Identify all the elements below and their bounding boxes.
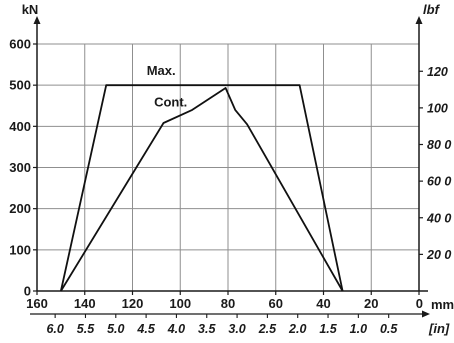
y2-tick-label: 60 0 bbox=[427, 175, 451, 189]
y-tick-label: 400 bbox=[9, 119, 31, 134]
y2-axis-unit: lbf bbox=[423, 2, 441, 17]
x-tick-label: 60 bbox=[269, 296, 283, 311]
x-tick-label: 160 bbox=[26, 296, 48, 311]
x2-tick-label: 4.5 bbox=[136, 322, 155, 336]
series-lines bbox=[60, 84, 344, 292]
y-tick-label: 200 bbox=[9, 201, 31, 216]
x-tick-label: 0 bbox=[416, 296, 423, 311]
y-tick-label: 100 bbox=[9, 242, 31, 257]
y2-tick-label: 20 0 bbox=[426, 248, 451, 262]
x2-tick-label: 1.0 bbox=[350, 322, 367, 336]
series-line-max bbox=[60, 84, 344, 292]
x2-tick-label: 5.5 bbox=[77, 322, 95, 336]
x2-axis-unit: [in] bbox=[428, 321, 450, 336]
y-tick-label: 0 bbox=[24, 284, 31, 299]
x-tick-label: 100 bbox=[169, 296, 191, 311]
x2-tick-label: 2.5 bbox=[258, 322, 277, 336]
x-tick-label: 20 bbox=[364, 296, 378, 311]
y-tick-label: 300 bbox=[9, 160, 31, 175]
y-tick-label: 600 bbox=[9, 37, 31, 52]
x2-tick-label: 3.5 bbox=[198, 322, 216, 336]
x2-tick-label: 3.0 bbox=[228, 322, 245, 336]
x-tick-label: 140 bbox=[74, 296, 96, 311]
y2-tick-label: 80 0 bbox=[427, 138, 451, 152]
y2-tick-label: 100 bbox=[427, 101, 448, 115]
x-tick-label: 120 bbox=[122, 296, 144, 311]
x-tick-label: 40 bbox=[316, 296, 330, 311]
x2-tick-label: 2.0 bbox=[288, 322, 306, 336]
x2-tick-label: 4.0 bbox=[167, 322, 185, 336]
y-tick-label: 500 bbox=[9, 78, 31, 93]
x2-tick-label: 0.5 bbox=[380, 322, 398, 336]
y2-axis-arrow bbox=[415, 16, 423, 24]
x2-axis-arrow bbox=[422, 310, 430, 318]
y-axis-unit: kN bbox=[22, 2, 39, 17]
x2-tick-label: 1.5 bbox=[319, 322, 337, 336]
axes bbox=[30, 16, 430, 318]
x2-tick-label: 6.0 bbox=[46, 322, 63, 336]
y2-tick-label: 120 bbox=[427, 65, 448, 79]
x2-tick-label: 5.0 bbox=[107, 322, 124, 336]
tick-labels: 160 140 120 100 80 60 40 20 06.0 5.5 5.0 4.5 4.0 3.5 3… bbox=[9, 2, 454, 336]
y2-tick-label: 40 0 bbox=[426, 211, 451, 225]
series-line-cont bbox=[60, 87, 344, 292]
y-axis-arrow bbox=[33, 16, 41, 24]
x-axis-unit: mm bbox=[431, 297, 454, 312]
series-label-cont: Cont. bbox=[154, 95, 187, 110]
x-tick-label: 80 bbox=[221, 296, 235, 311]
grid bbox=[36, 43, 420, 292]
series-label-max: Max. bbox=[147, 63, 176, 78]
